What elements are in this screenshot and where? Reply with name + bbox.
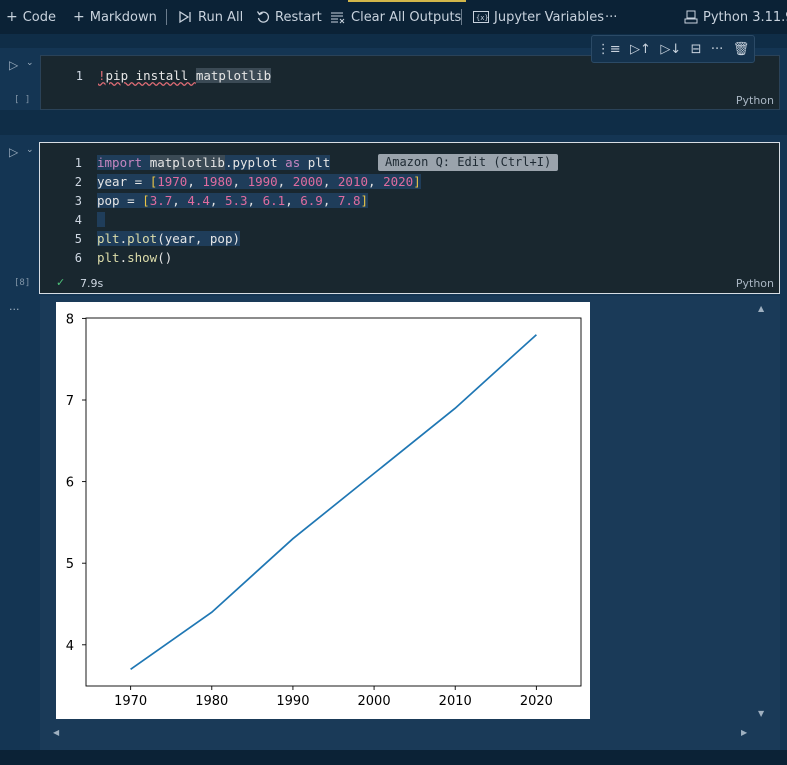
execution-count: [ ] [14,95,31,105]
code-line-1: import matplotlib.pyplot as plt [97,155,331,170]
y-tick-label: 6 [66,476,74,491]
more-icon: ··· [605,9,618,25]
x-tick-label: 1970 [114,694,147,709]
restart-button[interactable]: Restart [256,0,322,34]
run-all-button[interactable]: Run All [178,0,243,34]
clear-outputs-icon [331,12,345,24]
toolbar-divider [461,9,462,25]
code-line: !pip install matplotlib [98,68,272,83]
jupyter-variables-label: Jupyter Variables [494,9,604,25]
code-package: matplotlib [195,68,272,83]
x-tick-label: 2010 [439,694,472,709]
y-tick-label: 8 [66,312,74,327]
kernel-label: Python 3.11.9 [703,9,787,25]
run-cell-button[interactable]: ▷ [9,58,19,72]
run-by-line-icon[interactable]: ⋮≡ [596,41,621,57]
plus-icon: + [73,9,85,25]
code-bang: ! [98,68,106,83]
toolbar-divider [166,9,167,25]
run-all-label: Run All [198,9,244,25]
line-chart: 1970 1980 1990 2000 2010 2020 4 5 6 7 8 [66,312,582,709]
clear-outputs-button[interactable]: Clear All Outputs [330,0,461,34]
svg-text:{x}: {x} [476,14,489,22]
amazon-q-tooltip: Amazon Q: Edit (Ctrl+I) [378,154,559,171]
clear-outputs-label: Clear All Outputs [351,9,462,25]
more-actions-button[interactable]: ··· [605,0,617,34]
code-line-3: pop = [3.7, 4.4, 5.3, 6.1, 6.9, 7.8] [97,193,368,208]
y-tick-label: 7 [66,394,74,409]
split-cell-icon[interactable]: ⊟ [690,41,702,57]
restart-icon [256,11,270,23]
code-line-2: year = [1970, 1980, 1990, 2000, 2010, 20… [97,174,421,189]
y-tick-label: 4 [66,639,74,654]
execution-duration: 7.9s [80,277,104,290]
line-number: 3 [74,194,82,208]
run-all-icon [179,10,191,24]
active-indicator [348,0,466,2]
plot-image: 1970 1980 1990 2000 2010 2020 4 5 6 7 8 [56,302,590,719]
notebook-toolbar: + Code + Markdown Run All Restart Clear … [0,0,787,34]
x-tick-label: 2020 [520,694,553,709]
x-tick-label: 2000 [358,694,391,709]
status-bar [0,750,787,765]
x-tick-label: 1980 [195,694,228,709]
series-line [130,334,537,670]
x-tick-label: 1990 [276,694,309,709]
kernel-picker[interactable]: Python 3.11.9 [684,0,787,34]
line-number: 6 [74,251,82,265]
plus-icon: + [6,9,18,25]
cell-language[interactable]: Python [735,94,774,107]
output-actions-icon[interactable]: ··· [9,303,20,316]
delete-icon[interactable]: 🗑 [732,41,750,57]
code-line-5: plt.plot(year, pop) [97,231,241,246]
execution-count: [8] [14,278,31,288]
success-check-icon: ✓ [56,276,66,289]
code-line-4 [97,212,105,227]
execute-below-icon[interactable]: ▷↓ [660,41,682,57]
y-tick-label: 5 [66,557,74,572]
code-text: pip install [105,68,196,83]
code-line-6: plt.show() [97,250,173,265]
jupyter-variables-button[interactable]: {x} Jupyter Variables [473,0,604,34]
chevron-down-icon[interactable]: ⌄ [26,145,34,155]
kernel-icon [684,10,698,24]
line-number: 1 [75,69,83,83]
add-markdown-button[interactable]: + Markdown [73,0,157,34]
execute-above-icon[interactable]: ▷↑ [630,41,651,57]
run-cell-button[interactable]: ▷ [9,145,19,159]
scroll-left-icon[interactable]: ◀ [53,728,60,737]
cell-language[interactable]: Python [735,277,774,290]
more-icon[interactable]: ··· [710,41,724,57]
variables-icon: {x} [473,11,489,23]
add-markdown-label: Markdown [89,9,157,25]
code-editor-1[interactable]: 1 !pip install matplotlib Python [40,55,780,110]
restart-label: Restart [275,9,322,25]
scroll-down-icon[interactable]: ▼ [758,709,765,718]
chevron-down-icon[interactable]: ⌄ [26,58,34,68]
line-number: 2 [74,175,82,189]
line-number: 5 [74,232,82,246]
cell-toolbar: ⋮≡ ▷↑ ▷↓ ⊟ ··· 🗑 [591,35,755,63]
add-code-label: Code [22,9,57,25]
line-number: 4 [74,213,82,227]
plot-frame [85,317,582,687]
scroll-up-icon[interactable]: ▲ [758,304,765,313]
line-number: 1 [74,156,82,170]
scroll-right-icon[interactable]: ▶ [741,728,748,737]
add-code-button[interactable]: + Code [6,0,56,34]
